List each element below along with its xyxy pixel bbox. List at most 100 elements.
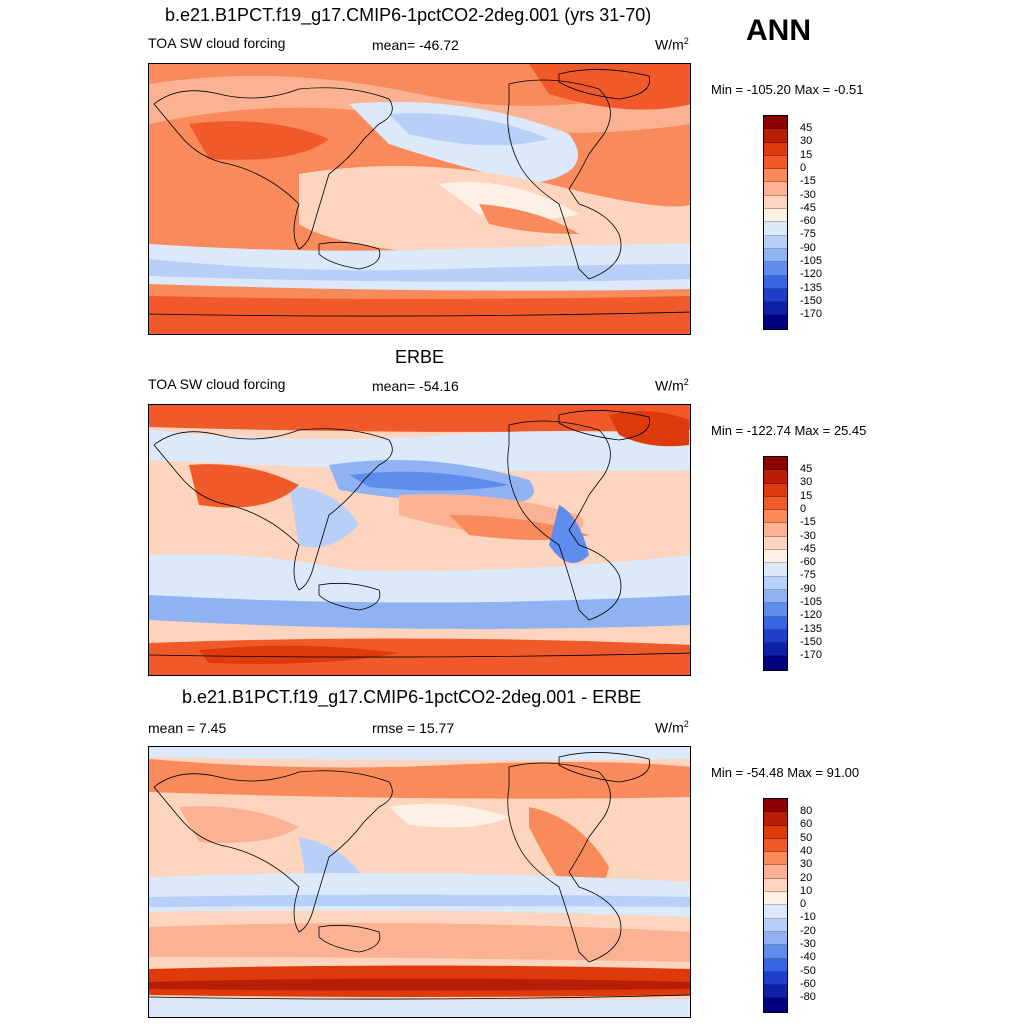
colorbar-tick-label: -60 (800, 215, 816, 228)
colorbar-swatch (764, 563, 787, 577)
colorbar-tick-label: -120 (800, 268, 823, 281)
panel-3-colorbar (763, 798, 788, 1013)
colorbar-swatch (764, 629, 787, 644)
colorbar-tick-label: 0 (800, 898, 807, 911)
colorbar-swatch (764, 182, 787, 196)
colorbar-swatch (764, 998, 787, 1012)
colorbar-swatch (764, 275, 787, 289)
colorbar-swatch (764, 523, 787, 537)
colorbar-swatch (764, 905, 787, 919)
colorbar-swatch (764, 838, 787, 853)
colorbar-swatch (764, 971, 787, 986)
colorbar-tick-label: -105 (800, 255, 823, 267)
colorbar-swatch (764, 248, 787, 263)
colorbar-tick-label: 40 (800, 844, 813, 857)
panel-1-colorbar (763, 115, 788, 330)
season-label: ANN (746, 14, 811, 47)
colorbar-tick-label: 30 (800, 858, 813, 871)
panel-3-map (148, 746, 691, 1018)
colorbar-tick-label: 15 (800, 148, 813, 161)
colorbar-swatch (764, 812, 787, 826)
panel-2-field (149, 405, 690, 675)
panel-1-field (149, 64, 690, 334)
colorbar-swatch (764, 262, 787, 276)
colorbar-swatch (764, 616, 787, 630)
colorbar-swatch (764, 209, 787, 223)
colorbar-tick-label: -30 (800, 529, 816, 542)
panel-1-colorbar-swatches (764, 116, 787, 329)
colorbar-tick-label: -15 (800, 175, 816, 188)
panel-2-mean: mean= -54.16 (372, 378, 459, 394)
colorbar-swatch (764, 985, 787, 999)
colorbar-tick-label: 45 (800, 122, 813, 134)
colorbar-swatch (764, 315, 787, 329)
colorbar-tick-label: -60 (800, 977, 816, 990)
colorbar-tick-label: -75 (800, 228, 816, 241)
colorbar-tick-label: 45 (800, 463, 813, 475)
colorbar-tick-label: -30 (800, 188, 816, 201)
colorbar-swatch (764, 116, 787, 130)
colorbar-tick-label: -30 (800, 938, 816, 950)
colorbar-swatch (764, 288, 787, 303)
colorbar-tick-label: 80 (800, 805, 813, 817)
colorbar-swatch (764, 169, 787, 183)
colorbar-swatch (764, 643, 787, 657)
colorbar-swatch (764, 589, 787, 604)
colorbar-tick-label: -120 (800, 609, 823, 622)
panel-2-title: ERBE (395, 347, 445, 367)
panel-2-colorbar-swatches (764, 457, 787, 670)
panel-3-minmax: Min = -54.48 Max = 91.00 (711, 765, 860, 780)
colorbar-tick-label: -10 (800, 911, 816, 924)
colorbar-tick-label: -45 (800, 542, 816, 555)
colorbar-tick-label: -135 (800, 622, 823, 635)
colorbar-swatch (764, 142, 787, 156)
panel-1-minmax: Min = -105.20 Max = -0.51 (711, 82, 864, 97)
colorbar-tick-label: 15 (800, 489, 813, 502)
panel-1-map (148, 63, 691, 335)
colorbar-tick-label: -135 (800, 281, 823, 294)
panel-1-title: b.e21.B1PCT.f19_g17.CMIP6-1pctCO2-2deg.0… (165, 5, 652, 25)
colorbar-swatch (764, 536, 787, 551)
panel-1-field-label: TOA SW cloud forcing (148, 35, 286, 51)
colorbar-swatch (764, 892, 787, 906)
colorbar-swatch (764, 470, 787, 484)
panel-2-field-label: TOA SW cloud forcing (148, 376, 286, 392)
colorbar-swatch (764, 155, 787, 170)
colorbar-tick-label: 50 (800, 831, 813, 844)
colorbar-swatch (764, 195, 787, 210)
colorbar-tick-label: 20 (800, 871, 813, 884)
colorbar-swatch (764, 945, 787, 959)
panel-3-units: W/m2 (655, 719, 689, 736)
panel-2-units: W/m2 (655, 377, 689, 394)
colorbar-swatch (764, 129, 787, 143)
panel-3-rmse: rmse = 15.77 (372, 720, 455, 736)
colorbar-swatch (764, 852, 787, 866)
colorbar-swatch (764, 931, 787, 946)
colorbar-tick-label: -45 (800, 201, 816, 214)
colorbar-swatch (764, 302, 787, 316)
colorbar-tick-label: 30 (800, 476, 813, 489)
colorbar-swatch (764, 603, 787, 617)
colorbar-swatch (764, 222, 787, 236)
colorbar-swatch (764, 496, 787, 511)
colorbar-swatch (764, 576, 787, 590)
panel-2-minmax: Min = -122.74 Max = 25.45 (711, 423, 867, 438)
panel-3-colorbar-swatches (764, 799, 787, 1012)
colorbar-swatch (764, 799, 787, 813)
colorbar-tick-label: -75 (800, 569, 816, 582)
colorbar-swatch (764, 483, 787, 497)
colorbar-swatch (764, 865, 787, 879)
panel-3-field (149, 747, 690, 1017)
colorbar-tick-label: 10 (800, 884, 813, 897)
colorbar-tick-label: -80 (800, 991, 816, 1004)
colorbar-tick-label: -40 (800, 951, 816, 964)
colorbar-tick-label: 60 (800, 818, 813, 831)
panel-1-mean: mean= -46.72 (372, 37, 459, 53)
colorbar-swatch (764, 235, 787, 249)
panel-1-units: W/m2 (655, 36, 689, 53)
colorbar-swatch (764, 918, 787, 932)
colorbar-swatch (764, 457, 787, 471)
colorbar-swatch (764, 510, 787, 524)
colorbar-tick-label: -50 (800, 964, 816, 977)
colorbar-tick-label: 30 (800, 135, 813, 148)
